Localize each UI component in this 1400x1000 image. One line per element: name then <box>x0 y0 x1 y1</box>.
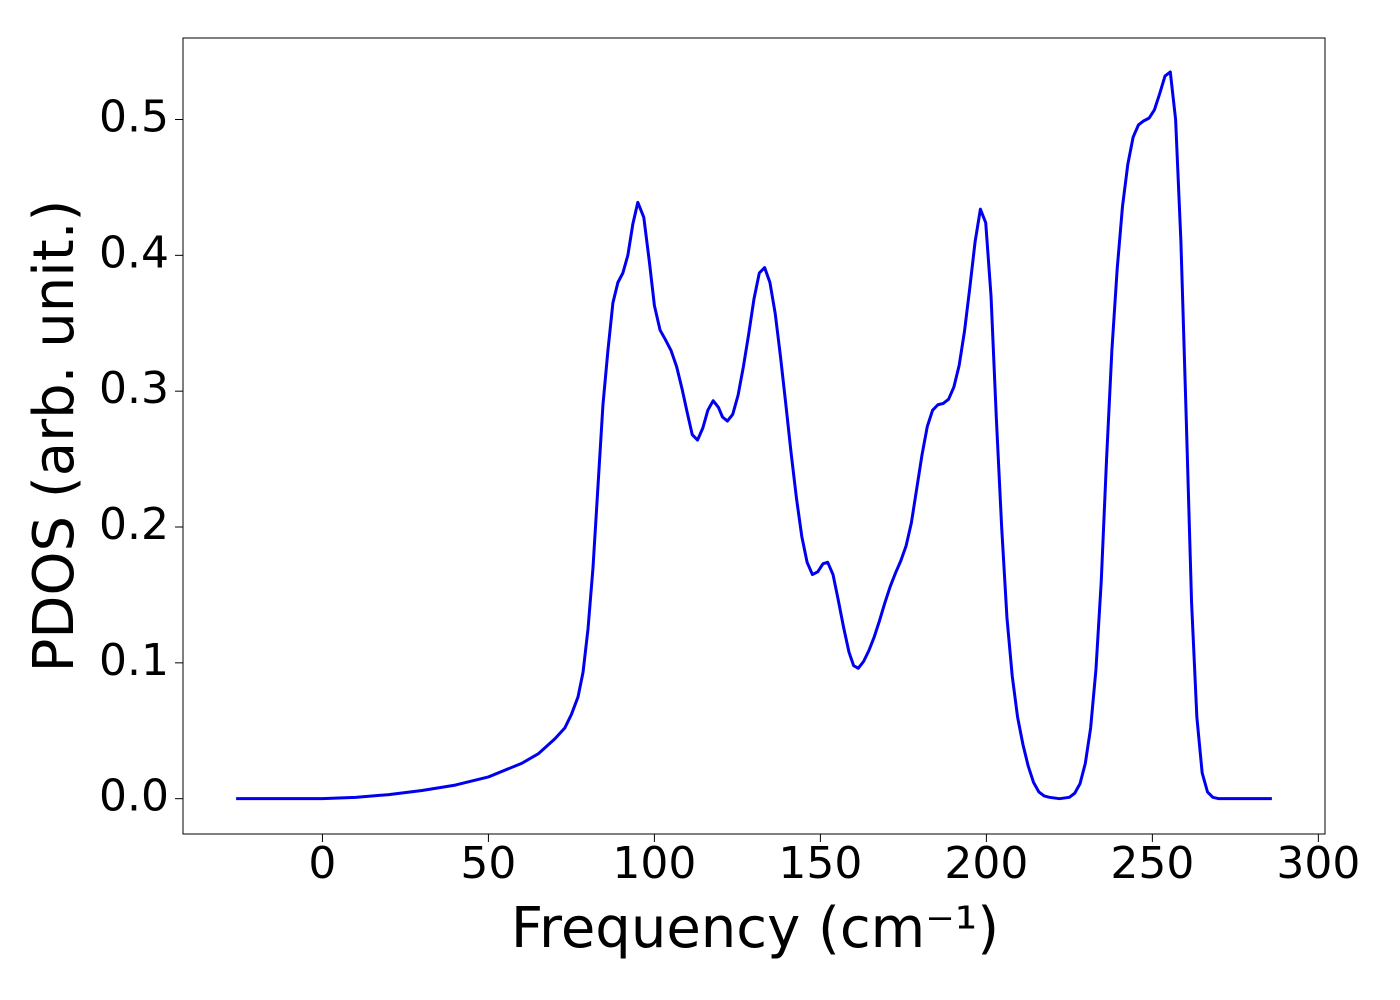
y-tick-label: 0.3 <box>99 363 169 414</box>
y-tick-label: 0.2 <box>99 499 169 550</box>
y-tick-label: 0.5 <box>99 92 169 143</box>
y-tick-label: 0.4 <box>99 227 169 278</box>
plot-frame <box>182 37 1326 835</box>
x-tick-label: 200 <box>944 838 1028 889</box>
x-axis-label: Frequency (cm⁻¹) <box>511 896 999 961</box>
x-tick-label: 150 <box>778 838 862 889</box>
y-tick-label: 0.1 <box>99 635 169 686</box>
x-tick-label: 50 <box>460 838 516 889</box>
x-tick-label: 0 <box>308 838 336 889</box>
y-tick-label: 0.0 <box>99 771 169 822</box>
x-tick-label: 300 <box>1276 838 1360 889</box>
y-axis-label: PDOS (arb. unit.) <box>22 200 87 673</box>
x-tick-label: 250 <box>1110 838 1194 889</box>
data-line <box>236 70 1272 801</box>
x-tick-label: 100 <box>612 838 696 889</box>
